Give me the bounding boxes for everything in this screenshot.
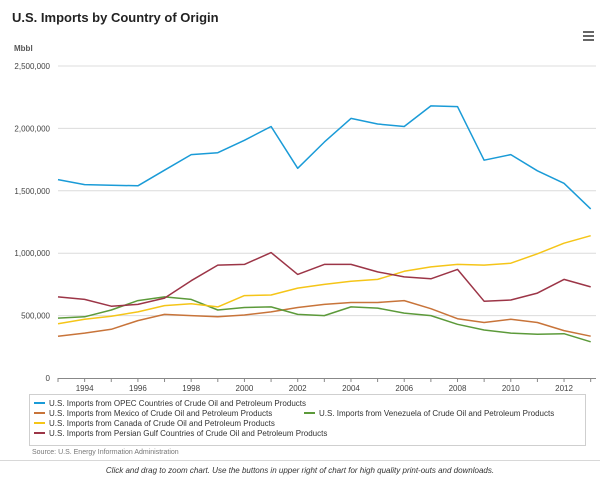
- series-line-opec[interactable]: [57, 105, 592, 210]
- legend-label-opec: U.S. Imports from OPEC Countries of Crud…: [49, 399, 306, 408]
- legend-item-opec[interactable]: U.S. Imports from OPEC Countries of Crud…: [34, 399, 306, 408]
- y-tick-label: 0: [46, 374, 51, 383]
- legend-swatch-mexico: [34, 411, 45, 414]
- legend-item-persian-gulf[interactable]: U.S. Imports from Persian Gulf Countries…: [34, 429, 327, 438]
- x-tick-label: 2008: [449, 384, 467, 392]
- x-tick-label: 2002: [289, 384, 307, 392]
- legend-label-persian-gulf: U.S. Imports from Persian Gulf Countries…: [49, 429, 328, 438]
- x-tick-label: 1996: [129, 384, 147, 392]
- x-tick-label: 2006: [395, 384, 413, 392]
- x-tick-label: 1998: [182, 384, 200, 392]
- legend-swatch-persian-gulf: [34, 431, 45, 434]
- series-line-persian-gulf[interactable]: [57, 251, 591, 307]
- y-tick-labels: 0 500,000 1,000,000 1,500,000 2,000,000 2,500…: [14, 62, 50, 383]
- legend: U.S. Imports from OPEC Countries of Crud…: [29, 394, 586, 446]
- zoom-instructions: Click and drag to zoom chart. Use the bu…: [105, 466, 495, 475]
- legend-item-mexico[interactable]: U.S. Imports from Mexico of Crude Oil an…: [34, 409, 272, 418]
- series-line-mexico[interactable]: [57, 299, 591, 337]
- legend-swatch-opec: [34, 401, 45, 404]
- series-line-canada[interactable]: [57, 234, 591, 325]
- y-tick-label: 1,000,000: [14, 249, 50, 258]
- legend-swatch-canada: [34, 421, 45, 424]
- y-axis-unit-label: Mbbl: [14, 44, 33, 53]
- legend-swatch-venezuela: [304, 411, 315, 414]
- y-tick-label: 1,500,000: [14, 187, 50, 196]
- x-tick-label: 2000: [236, 384, 254, 392]
- x-tick-label: 2010: [502, 384, 520, 392]
- hamburger-menu-icon[interactable]: [583, 31, 594, 41]
- legend-item-canada[interactable]: U.S. Imports from Canada of Crude Oil an…: [34, 419, 275, 428]
- y-tick-label: 2,000,000: [14, 124, 50, 133]
- source-note: Source: U.S. Energy Information Administ…: [32, 449, 179, 456]
- series-line-venezuela[interactable]: [57, 296, 591, 343]
- chart-frame: U.S. Imports by Country of Origin Mbbl 0…: [0, 0, 600, 461]
- legend-label-venezuela: U.S. Imports from Venezuela of Crude Oil…: [319, 409, 555, 418]
- series-lines[interactable]: [57, 105, 592, 343]
- grid-lines: [58, 65, 596, 317]
- x-tick-label: 2004: [342, 384, 360, 392]
- x-axis: 1994 1996 1998 2000 2002 2004 2006 2008 2010 2012: [57, 378, 596, 392]
- legend-label-mexico: U.S. Imports from Mexico of Crude Oil an…: [49, 409, 273, 418]
- x-tick-label: 1994: [76, 384, 94, 392]
- y-tick-label: 2,500,000: [14, 62, 50, 71]
- y-tick-label: 500,000: [21, 312, 50, 321]
- x-tick-label: 2012: [555, 384, 573, 392]
- line-chart[interactable]: 0 500,000 1,000,000 1,500,000 2,000,000 2,500…: [0, 0, 600, 392]
- legend-item-venezuela[interactable]: U.S. Imports from Venezuela of Crude Oil…: [304, 409, 554, 418]
- legend-label-canada: U.S. Imports from Canada of Crude Oil an…: [49, 419, 275, 428]
- chart-title: U.S. Imports by Country of Origin: [12, 10, 219, 25]
